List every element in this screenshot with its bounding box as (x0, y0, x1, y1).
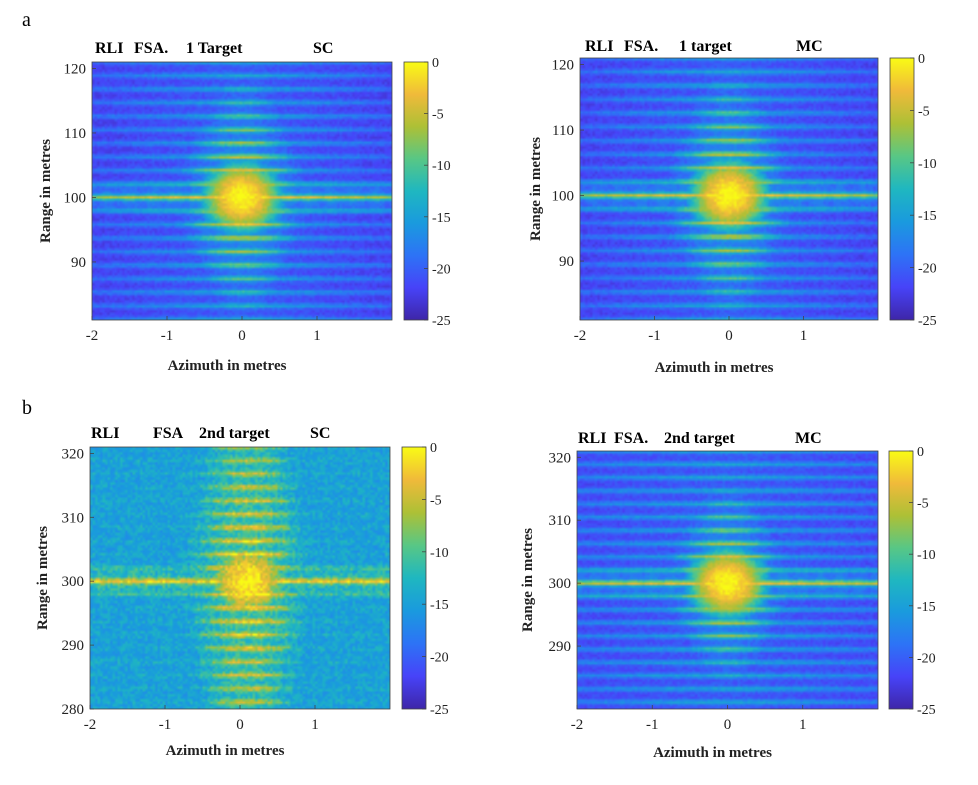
y-tick-label: 90 (71, 255, 86, 271)
title-part: RLI (578, 430, 606, 447)
y-tick-label: 100 (552, 189, 575, 205)
colorbar-tick-label: -25 (432, 314, 451, 329)
title-part: MC (795, 430, 822, 447)
panel-label-a: a (22, 9, 31, 31)
heatmap-image (580, 58, 878, 320)
colorbar-tick-label: -10 (430, 546, 449, 561)
x-tick-label: -1 (648, 328, 661, 344)
colorbar (889, 57, 915, 321)
colorbar-tick-label: -5 (430, 493, 442, 508)
y-tick-label: 300 (62, 574, 85, 590)
colorbar-tick-label: -5 (918, 104, 930, 119)
x-tick-label: 0 (236, 717, 244, 733)
title-part: FSA. (134, 40, 168, 57)
colorbar (888, 450, 914, 710)
title-part: RLI (91, 425, 119, 442)
colorbar (401, 446, 427, 710)
y-tick-label: 320 (62, 446, 85, 462)
colorbar-tick-label: -20 (917, 651, 936, 666)
x-tick-label: -2 (571, 717, 584, 733)
colorbar-tick-label: 0 (430, 441, 437, 456)
x-tick-label: 1 (799, 717, 807, 733)
x-axis-label: Azimuth in metres (653, 745, 772, 761)
title-part: SC (310, 425, 330, 442)
heatmap-image (92, 62, 392, 320)
colorbar-tick-label: -25 (918, 314, 937, 329)
x-tick-label: 0 (725, 328, 733, 344)
colorbar-tick-label: -10 (918, 157, 937, 172)
title-part: RLI (95, 40, 123, 57)
y-tick-label: 280 (62, 702, 85, 718)
title-part: 1 target (679, 38, 733, 55)
x-tick-label: -2 (84, 717, 97, 733)
colorbar-tick-label: -25 (917, 703, 936, 718)
colorbar-tick-label: -5 (917, 497, 929, 512)
colorbar-tick-label: -15 (918, 209, 937, 224)
x-tick-label: -2 (574, 328, 587, 344)
y-axis-label: Range in metres (520, 528, 536, 632)
x-tick-label: -1 (159, 717, 172, 733)
y-tick-label: 120 (64, 61, 87, 77)
y-tick-label: 100 (64, 190, 87, 206)
x-tick-label: -1 (646, 717, 659, 733)
x-tick-label: 1 (311, 717, 319, 733)
title-part: 2nd target (664, 430, 735, 447)
x-axis-label: Azimuth in metres (168, 358, 287, 374)
colorbar-tick-label: -10 (917, 548, 936, 563)
y-tick-label: 110 (552, 123, 574, 139)
colorbar-tick-label: -20 (918, 262, 937, 277)
y-tick-label: 310 (549, 513, 572, 529)
x-axis-label: Azimuth in metres (166, 743, 285, 759)
y-axis-label: Range in metres (528, 137, 544, 241)
colorbar-tick-label: -20 (432, 262, 451, 277)
title-part: FSA (153, 425, 184, 442)
y-tick-label: 310 (62, 510, 85, 526)
colorbar-tick-label: 0 (917, 445, 924, 460)
x-tick-label: -2 (86, 328, 99, 344)
colorbar-tick-label: -10 (432, 159, 451, 174)
title-part: MC (796, 38, 823, 55)
y-tick-label: 300 (549, 576, 572, 592)
y-tick-label: 120 (552, 58, 575, 74)
y-axis-label: Range in metres (38, 139, 54, 243)
y-tick-label: 90 (559, 254, 574, 270)
title-part: FSA. (614, 430, 648, 447)
colorbar-tick-label: -15 (432, 211, 451, 226)
title-part: 1 Target (186, 40, 243, 57)
x-tick-label: 1 (313, 328, 321, 344)
colorbar-tick-label: -15 (917, 600, 936, 615)
colorbar-tick-label: -25 (430, 703, 449, 718)
heatmap-image (577, 451, 878, 709)
colorbar-tick-label: -15 (430, 598, 449, 613)
colorbar-tick-label: 0 (432, 56, 439, 71)
y-tick-label: 320 (549, 450, 572, 466)
y-tick-label: 290 (62, 638, 85, 654)
y-tick-label: 110 (64, 126, 86, 142)
heatmap-image (90, 447, 390, 709)
colorbar-tick-label: 0 (918, 52, 925, 67)
x-tick-label: -1 (161, 328, 174, 344)
colorbar-tick-label: -5 (432, 108, 444, 123)
x-tick-label: 0 (238, 328, 246, 344)
y-axis-label: Range in metres (35, 526, 51, 630)
title-part: FSA. (624, 38, 658, 55)
title-part: SC (313, 40, 333, 57)
colorbar-tick-label: -20 (430, 651, 449, 666)
panel-label-b: b (22, 397, 32, 419)
x-axis-label: Azimuth in metres (655, 360, 774, 376)
x-tick-label: 0 (724, 717, 732, 733)
y-tick-label: 290 (549, 639, 572, 655)
x-tick-label: 1 (800, 328, 808, 344)
title-part: 2nd target (199, 425, 270, 442)
title-part: RLI (585, 38, 613, 55)
colorbar (403, 61, 429, 321)
